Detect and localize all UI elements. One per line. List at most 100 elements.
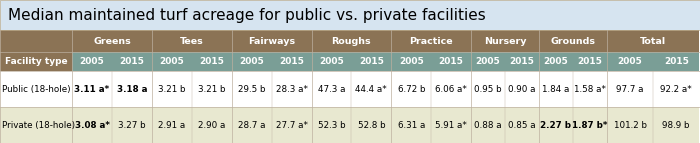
Bar [0, 0, 700, 30]
Text: 2.90 a: 2.90 a [198, 121, 225, 130]
Bar [573, 107, 607, 143]
Bar [312, 30, 391, 52]
Bar [272, 52, 312, 71]
Bar [0, 52, 72, 71]
Bar [539, 107, 573, 143]
Bar [607, 107, 653, 143]
Bar [431, 52, 471, 71]
Text: 2005: 2005 [160, 57, 184, 66]
Text: 2015: 2015 [120, 57, 144, 66]
Text: 6.31 a: 6.31 a [398, 121, 425, 130]
Text: 52.8 b: 52.8 b [358, 121, 385, 130]
Text: Practice: Practice [410, 37, 453, 46]
Bar [351, 71, 391, 107]
Text: 27.7 a*: 27.7 a* [276, 121, 307, 130]
Bar [471, 52, 505, 71]
Text: 28.3 a*: 28.3 a* [276, 85, 307, 94]
Text: 1.84 a: 1.84 a [542, 85, 570, 94]
Text: Tees: Tees [180, 37, 204, 46]
Text: 29.5 b: 29.5 b [238, 85, 265, 94]
Text: 0.95 b: 0.95 b [475, 85, 502, 94]
Bar [312, 52, 351, 71]
Text: 3.21 b: 3.21 b [198, 85, 225, 94]
Bar [192, 107, 232, 143]
Bar [232, 52, 272, 71]
Bar [72, 71, 112, 107]
Bar [653, 71, 699, 107]
Text: 2.27 b: 2.27 b [540, 121, 571, 130]
Text: 2015: 2015 [664, 57, 689, 66]
Text: 3.18 a: 3.18 a [117, 85, 147, 94]
Text: 3.11 a*: 3.11 a* [74, 85, 110, 94]
Text: 3.21 b: 3.21 b [158, 85, 186, 94]
Bar [539, 52, 573, 71]
Bar [72, 52, 112, 71]
Text: 2015: 2015 [199, 57, 224, 66]
Text: 2005: 2005 [239, 57, 264, 66]
Text: 2015: 2015 [439, 57, 463, 66]
Text: 44.4 a*: 44.4 a* [356, 85, 387, 94]
Bar [312, 71, 351, 107]
Bar [232, 107, 272, 143]
Text: Greens: Greens [93, 37, 131, 46]
Bar [505, 71, 539, 107]
Text: 0.85 a: 0.85 a [508, 121, 536, 130]
Bar [272, 107, 312, 143]
Text: Fairways: Fairways [248, 37, 295, 46]
Bar [0, 71, 72, 107]
Bar [607, 71, 653, 107]
Bar [192, 52, 232, 71]
Bar [152, 52, 192, 71]
Bar [351, 107, 391, 143]
Text: 2005: 2005 [544, 57, 568, 66]
Text: 5.91 a*: 5.91 a* [435, 121, 467, 130]
Bar [72, 30, 152, 52]
Bar [0, 107, 72, 143]
Text: 47.3 a: 47.3 a [318, 85, 345, 94]
Bar [391, 107, 431, 143]
Bar [351, 52, 391, 71]
Text: 2015: 2015 [359, 57, 384, 66]
Text: 2005: 2005 [399, 57, 423, 66]
Text: 2005: 2005 [319, 57, 344, 66]
Text: Median maintained turf acreage for public vs. private facilities: Median maintained turf acreage for publi… [8, 8, 486, 22]
Text: 3.08 a*: 3.08 a* [75, 121, 109, 130]
Bar [653, 52, 699, 71]
Bar [431, 107, 471, 143]
Bar [471, 71, 505, 107]
Text: 98.9 b: 98.9 b [662, 121, 690, 130]
Bar [539, 71, 573, 107]
Text: 2005: 2005 [617, 57, 643, 66]
Text: 2015: 2015 [279, 57, 304, 66]
Text: 0.90 a: 0.90 a [508, 85, 536, 94]
Text: 0.88 a: 0.88 a [475, 121, 502, 130]
Bar [573, 52, 607, 71]
Bar [232, 30, 312, 52]
Text: 52.3 b: 52.3 b [318, 121, 345, 130]
Text: Roughs: Roughs [332, 37, 371, 46]
Bar [431, 71, 471, 107]
Text: 3.27 b: 3.27 b [118, 121, 146, 130]
Bar [152, 30, 232, 52]
Bar [0, 0, 700, 30]
Bar [112, 107, 152, 143]
Bar [272, 71, 312, 107]
Bar [471, 30, 539, 52]
Bar [391, 71, 431, 107]
Text: Total: Total [640, 37, 666, 46]
Bar [391, 52, 431, 71]
Text: 1.58 a*: 1.58 a* [574, 85, 606, 94]
Text: Private (18-hole): Private (18-hole) [2, 121, 75, 130]
Text: 6.06 a*: 6.06 a* [435, 85, 467, 94]
Text: 2005: 2005 [80, 57, 104, 66]
Bar [192, 71, 232, 107]
Bar [232, 71, 272, 107]
Bar [152, 107, 192, 143]
Bar [607, 30, 699, 52]
Bar [607, 52, 653, 71]
Bar [471, 107, 505, 143]
Text: 2.91 a: 2.91 a [158, 121, 186, 130]
Text: 97.7 a: 97.7 a [616, 85, 644, 94]
Bar [112, 71, 152, 107]
Bar [0, 30, 72, 52]
